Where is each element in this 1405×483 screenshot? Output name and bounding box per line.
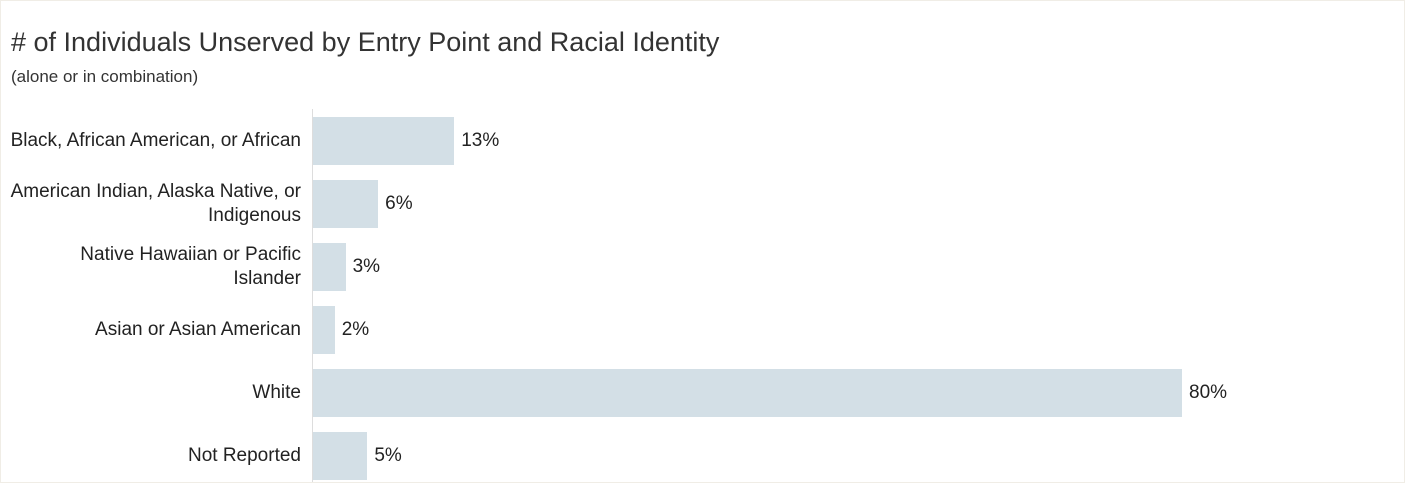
y-tick-label: Native Hawaiian or Pacific Islander — [80, 244, 301, 289]
y-tick-label: American Indian, Alaska Native, or Indig… — [10, 181, 301, 226]
bar — [313, 243, 346, 291]
bar — [313, 180, 379, 228]
data-label: 2% — [341, 319, 370, 340]
y-tick-label: Asian or Asian American — [95, 319, 301, 340]
data-label: 80% — [1189, 382, 1228, 403]
y-tick-label: White — [252, 382, 301, 403]
chart-title: # of Individuals Unserved by Entry Point… — [11, 27, 720, 57]
data-label: 5% — [374, 445, 402, 466]
data-label: 6% — [385, 193, 413, 214]
data-label: 3% — [352, 256, 381, 277]
bar — [313, 117, 455, 165]
axis-line — [312, 109, 313, 482]
bar — [313, 369, 1182, 417]
bar — [313, 432, 368, 480]
bar — [313, 306, 335, 354]
y-tick-label: Black, African American, or African — [10, 130, 301, 151]
chart-subtitle: (alone or in combination) — [11, 67, 199, 86]
data-label: 13% — [461, 130, 500, 151]
y-tick-label: Not Reported — [187, 445, 301, 466]
